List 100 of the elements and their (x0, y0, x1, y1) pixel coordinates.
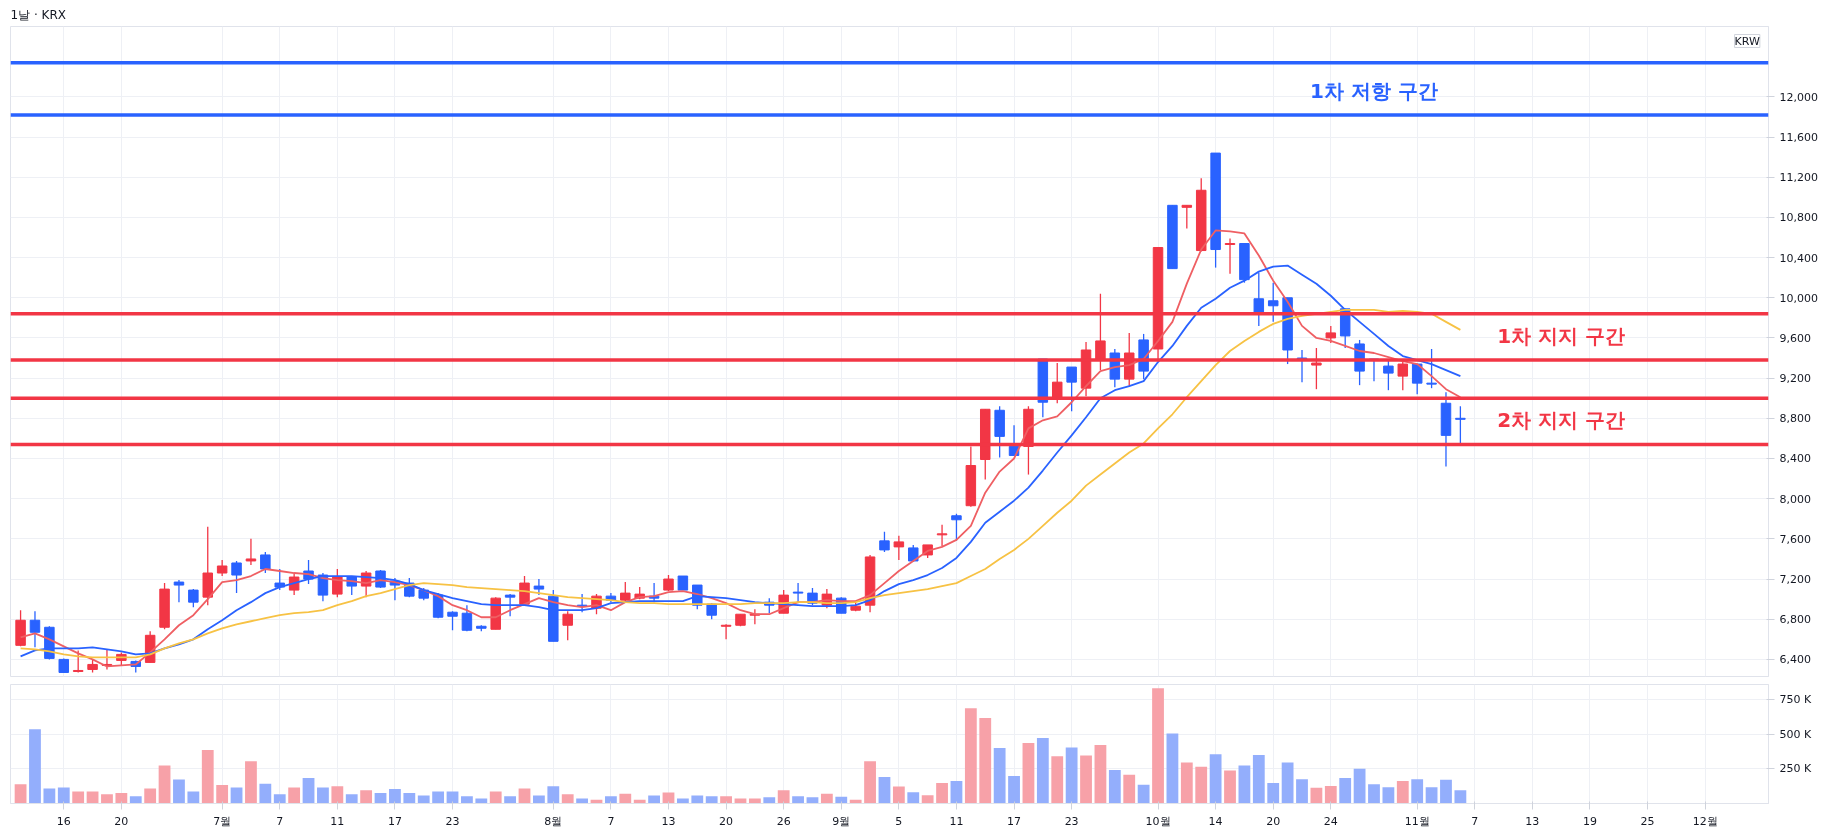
y-tick-label: 12,000 (1779, 90, 1818, 104)
ref-line-label: 1차 저항 구간 (1310, 78, 1438, 103)
bar (302, 777, 315, 804)
bar (921, 795, 934, 804)
bar (72, 791, 85, 804)
bar (1382, 787, 1395, 804)
y-tick-label: 8,800 (1779, 412, 1811, 426)
candlestick (1426, 348, 1437, 389)
category-label: 20 (114, 814, 129, 828)
bar (461, 796, 473, 804)
candlestick (188, 588, 199, 608)
bar (1137, 784, 1150, 804)
category-label: 24 (1323, 814, 1338, 828)
category-label: 23 (1064, 814, 1079, 828)
bar (14, 784, 27, 804)
bar (187, 791, 200, 804)
bar (1152, 688, 1164, 804)
bar (1238, 765, 1251, 804)
candlestick (893, 535, 905, 561)
chart-title: 1날 · KRX (10, 7, 67, 22)
bar (604, 796, 617, 804)
candlestick (231, 560, 242, 594)
bar (403, 793, 416, 804)
bar (964, 708, 977, 804)
candlestick (1267, 282, 1279, 323)
bar (864, 761, 876, 804)
category-label: 14 (1208, 814, 1223, 828)
bar (504, 796, 517, 804)
category-label: 12월 (1692, 814, 1718, 828)
bar (1080, 755, 1092, 804)
bar (1368, 784, 1380, 804)
category-label: 17 (387, 814, 402, 828)
ref-line-label: 1차 지지 구간 (1497, 324, 1626, 349)
category-label: 20 (1266, 814, 1281, 828)
bar (1123, 774, 1136, 804)
bar (1195, 766, 1208, 804)
bar (288, 787, 301, 804)
bar (878, 776, 891, 804)
bar (230, 787, 243, 804)
bar (115, 793, 128, 804)
candlestick (332, 568, 343, 598)
bar (1339, 777, 1352, 804)
category-label: 10월 (1145, 814, 1171, 828)
bar (1454, 790, 1467, 804)
y-tick-label: 8,400 (1779, 452, 1811, 466)
candlestick (447, 610, 458, 631)
y-tick-label: 8,000 (1779, 492, 1811, 506)
bar (201, 749, 214, 804)
bar (1065, 747, 1078, 804)
candlestick (245, 538, 257, 566)
bar (792, 796, 804, 804)
candlestick (1181, 204, 1193, 230)
bar (317, 787, 329, 804)
bar (1411, 779, 1424, 804)
bar (1310, 787, 1323, 804)
bar (950, 781, 963, 804)
bar (1324, 786, 1337, 804)
category-label: 13 (1525, 814, 1540, 828)
candlestick (173, 579, 185, 603)
bar (417, 795, 430, 804)
bar (619, 793, 632, 804)
bar (993, 748, 1006, 804)
bar (129, 796, 142, 804)
candlestick (29, 610, 41, 649)
bar (446, 791, 459, 804)
category-label: 5 (895, 814, 903, 828)
bar (389, 789, 401, 804)
bar (533, 795, 545, 804)
bar (1396, 781, 1409, 804)
annotation: KRW (1734, 34, 1760, 48)
candlestick (432, 592, 444, 619)
candlestick (274, 568, 285, 591)
bar (101, 794, 113, 804)
y-tick-label: 10,800 (1779, 211, 1818, 225)
bar (86, 791, 99, 804)
category-label: 11 (949, 814, 964, 828)
bar (561, 794, 574, 804)
category-label: 7 (1471, 814, 1479, 828)
bar (1440, 779, 1452, 804)
bar (1267, 782, 1280, 804)
category-label: 11 (330, 814, 345, 828)
bar (345, 794, 358, 804)
category-label: 17 (1007, 814, 1022, 828)
bar (1051, 756, 1064, 804)
bar (1108, 769, 1121, 804)
candlestick (1066, 366, 1077, 412)
y-tick-label: 250 K (1779, 762, 1812, 776)
candlestick (562, 610, 573, 641)
bar (1022, 743, 1035, 804)
candlestick (1224, 237, 1236, 275)
candlestick (720, 623, 732, 640)
category-label: 7 (607, 814, 615, 828)
bar (1209, 754, 1222, 804)
y-tick-label: 10,000 (1779, 291, 1818, 305)
bar (777, 790, 790, 804)
y-tick-label: 6,800 (1779, 613, 1811, 627)
category-label: 9월 (832, 814, 851, 828)
bar (173, 779, 185, 804)
category-label: 23 (445, 814, 460, 828)
category-label: 26 (776, 814, 791, 828)
